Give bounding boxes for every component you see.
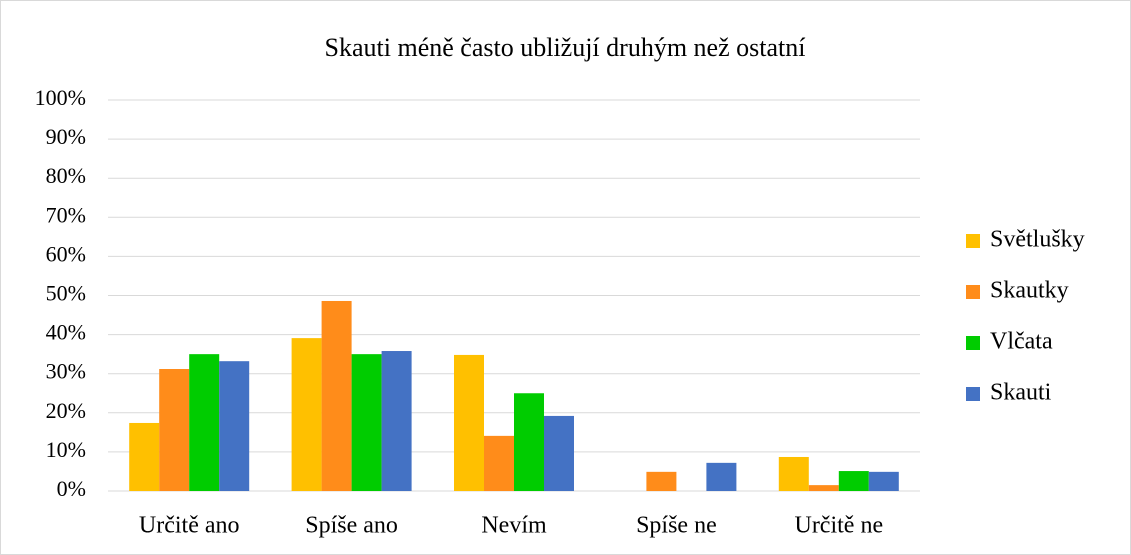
bar: [838, 471, 869, 491]
legend-label: Světlušky: [990, 227, 1085, 253]
legend-swatch: [966, 387, 980, 401]
x-tick-label: Spíše ne: [636, 513, 717, 539]
bar: [454, 354, 484, 491]
x-tick-label: Určitě ano: [139, 513, 240, 539]
legend-label: Skautky: [990, 278, 1069, 304]
y-tick-label: 10%: [46, 437, 86, 462]
bar: [484, 435, 514, 491]
bar: [868, 471, 899, 491]
y-tick-label: 60%: [46, 241, 86, 266]
legend-swatch: [966, 285, 980, 299]
legend-swatch: [966, 234, 980, 248]
x-tick-label: Spíše ano: [305, 513, 398, 539]
y-tick-label: 80%: [46, 163, 86, 188]
y-tick-label: 70%: [46, 202, 86, 227]
bar: [189, 354, 220, 491]
bar: [808, 485, 839, 491]
bar: [544, 415, 574, 491]
y-tick-label: 50%: [46, 281, 86, 306]
chart-title: Skauti méně často ubližují druhým než os…: [325, 33, 806, 62]
bar: [514, 393, 544, 491]
y-tick-label: 0%: [57, 476, 86, 501]
bar: [129, 422, 160, 491]
x-tick-label: Určitě ne: [794, 513, 883, 539]
bar: [321, 300, 352, 491]
bar: [351, 354, 382, 491]
bar: [706, 462, 737, 491]
legend-label: Vlčata: [990, 329, 1053, 355]
x-tick-label: Nevím: [481, 513, 547, 539]
bar: [778, 456, 809, 491]
y-tick-label: 30%: [46, 359, 86, 384]
bar: [291, 338, 322, 491]
legend-swatch: [966, 336, 980, 350]
y-tick-label: 100%: [35, 85, 86, 110]
bar: [159, 369, 190, 491]
bar: [646, 471, 677, 491]
legend-label: Skauti: [990, 380, 1052, 406]
y-tick-label: 40%: [46, 320, 86, 345]
bar: [381, 351, 412, 491]
y-tick-label: 20%: [46, 398, 86, 423]
bar: [219, 361, 250, 491]
y-tick-label: 90%: [46, 124, 86, 149]
